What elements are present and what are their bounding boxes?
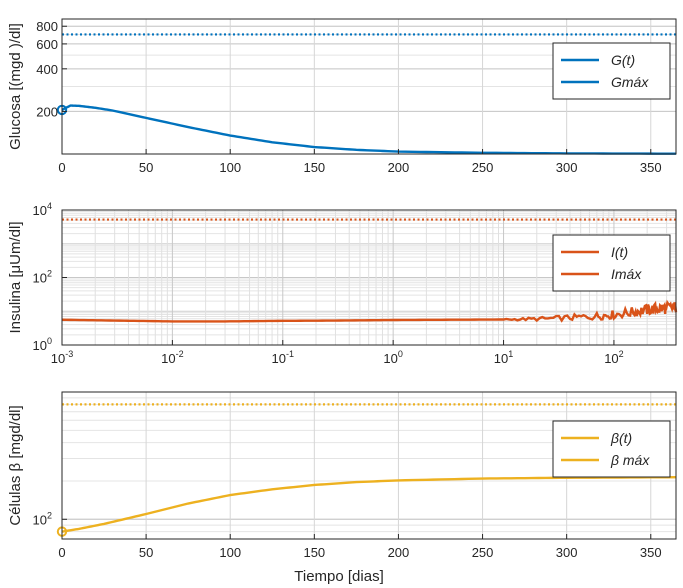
beta-ytick-exponent: 2 [47, 510, 52, 520]
insulin-series-main [61, 299, 678, 323]
insulin-legend-label: I(t) [611, 244, 628, 260]
beta-xtick-label: 200 [388, 545, 410, 560]
insulin-ytick-label: 102 [33, 269, 52, 286]
beta-xlabel: Tiempo [dias] [294, 568, 383, 585]
beta-legend-box [552, 420, 671, 478]
beta-xtick-label: 100 [219, 545, 241, 560]
insulin-xtick-label: 10-3 [51, 349, 73, 366]
glucose-legend: G(t) Gmáx [552, 42, 671, 100]
beta-ytick-label: 102 [33, 510, 52, 527]
insulin-xtick-label: 101 [494, 349, 513, 366]
insulin-ytick-label: 104 [33, 201, 52, 218]
beta-xtick-label: 350 [640, 545, 662, 560]
insulin-xtick-exponent: -2 [176, 349, 184, 359]
insulin-ytick-base: 10 [33, 338, 47, 353]
insulin-xtick-label: 100 [383, 349, 402, 366]
glucose-series-main [61, 104, 677, 155]
glucose-ytick-label: 800 [36, 19, 58, 34]
glucose-xtick-label: 0 [58, 160, 65, 175]
glucose-legend-label: G(t) [611, 52, 635, 68]
insulin-legend-box [552, 234, 671, 292]
insulin-xtick-exponent: 2 [619, 349, 624, 359]
beta-legend: β(t) β máx [552, 420, 671, 478]
glucose-ytick-label: 600 [36, 37, 58, 52]
insulin-legend-label: Imáx [611, 266, 642, 282]
insulin-xtick-exponent: 0 [398, 349, 403, 359]
beta-xtick-label: 0 [58, 545, 65, 560]
glucose-panel: 0 50 100 150 200 250 300 350 200 400 600 800 Glucosa… [7, 18, 677, 175]
insulin-xtick-base: 10 [494, 351, 508, 366]
glucose-legend-label: Gmáx [611, 74, 649, 90]
insulin-ytick-exponent: 2 [47, 269, 52, 279]
beta-series-main [61, 476, 677, 533]
beta-ytick-base: 10 [33, 512, 47, 527]
insulin-xtick-label: 10-2 [161, 349, 183, 366]
glucose-ytick-label: 200 [36, 104, 58, 119]
insulin-xtick-base: 10 [604, 351, 618, 366]
beta-xtick-label: 300 [556, 545, 578, 560]
beta-xtick-label: 250 [472, 545, 494, 560]
insulin-ytick-base: 10 [33, 203, 47, 218]
insulin-ytick-exponent: 0 [47, 336, 52, 346]
insulin-xtick-base: 10 [161, 351, 175, 366]
insulin-xtick-label: 102 [604, 349, 623, 366]
insulin-xtick-base: 10 [51, 351, 65, 366]
glucose-xtick-label: 100 [219, 160, 241, 175]
beta-panel: 0 50 100 150 200 250 300 350 102 Células β [mgd/d… [7, 391, 677, 585]
insulin-xtick-exponent: 1 [508, 349, 513, 359]
glucose-legend-box [552, 42, 671, 100]
beta-legend-label: β(t) [610, 430, 632, 446]
glucose-xtick-label: 200 [388, 160, 410, 175]
beta-axes-box [61, 391, 677, 540]
beta-ylabel: Células β [mgd/dl] [7, 405, 24, 525]
glucose-xtick-label: 150 [303, 160, 325, 175]
insulin-ytick-label: 100 [33, 336, 52, 353]
insulin-xtick-label: 10-1 [272, 349, 294, 366]
insulin-ytick-base: 10 [33, 271, 47, 286]
beta-legend-label: β máx [610, 452, 650, 468]
insulin-ylabel: Insulina [μUm/dl] [7, 221, 24, 333]
glucose-xtick-label: 50 [139, 160, 153, 175]
glucose-xtick-label: 250 [472, 160, 494, 175]
insulin-xtick-exponent: -3 [65, 349, 73, 359]
glucose-xtick-label: 350 [640, 160, 662, 175]
beta-xtick-label: 50 [139, 545, 153, 560]
beta-xtick-label: 150 [303, 545, 325, 560]
insulin-ytick-exponent: 4 [47, 201, 52, 211]
insulin-xtick-base: 10 [272, 351, 286, 366]
glucose-ytick-label: 400 [36, 62, 58, 77]
insulin-legend: I(t) Imáx [552, 234, 671, 292]
glucose-xtick-label: 300 [556, 160, 578, 175]
glucose-ylabel: Glucosa [(mgd )/dl] [7, 23, 24, 150]
glucose-axes-box [61, 18, 677, 155]
insulin-xtick-base: 10 [383, 351, 397, 366]
insulin-xtick-exponent: -1 [286, 349, 294, 359]
